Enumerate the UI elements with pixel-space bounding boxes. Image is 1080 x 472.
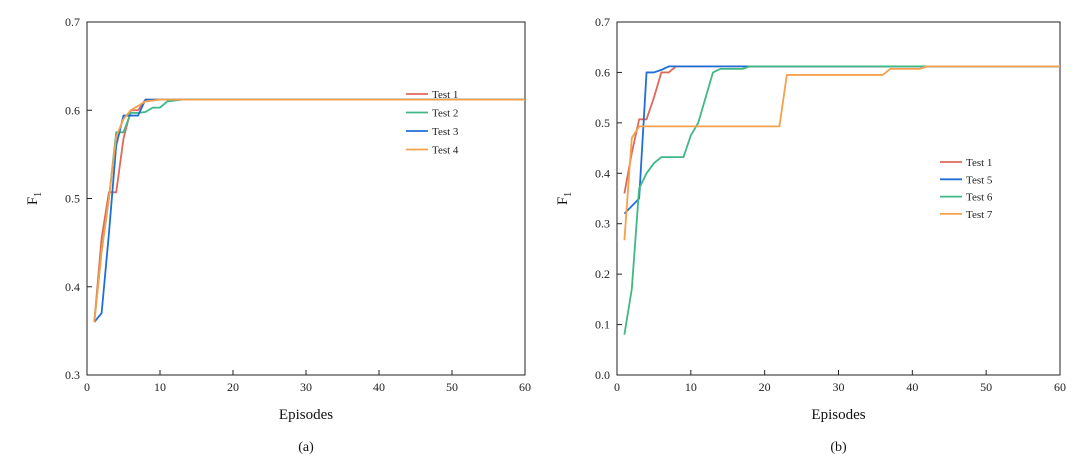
chart-a-y-tick-label: 0.5	[65, 192, 80, 206]
chart-a-y-tick-label: 0.3	[65, 368, 80, 382]
chart-b-y-tick-label: 0.0	[595, 368, 610, 382]
chart-b-legend-label-test-6: Test 6	[966, 192, 993, 204]
chart-b-y-tick-label: 0.4	[595, 166, 610, 180]
chart-b-x-tick-label: 50	[980, 380, 992, 394]
chart-a-panel-label: (a)	[298, 440, 314, 455]
chart-a-y-tick-label: 0.6	[65, 103, 80, 117]
chart-b-y-tick-label: 0.3	[595, 217, 610, 231]
chart-a-series-line-test-1	[93, 98, 525, 323]
chart-b-x-tick-label: 0	[614, 380, 620, 394]
chart-a-legend-label-test-1: Test 1	[432, 89, 458, 101]
chart-b-x-tick-label: 30	[833, 380, 845, 394]
chart-b-series-line-test-1	[623, 65, 1060, 194]
chart-a-x-tick-label: 0	[84, 380, 90, 394]
chart-a-x-tick-label: 40	[373, 380, 385, 394]
chart-b-y-axis-title: F1	[555, 192, 574, 205]
chart-a-y-tick-label: 0.4	[65, 280, 80, 294]
chart-b-y-tick-label: 0.5	[595, 116, 610, 130]
chart-b-legend-label-test-1: Test 1	[966, 157, 992, 169]
chart-b-x-tick-label: 40	[906, 380, 918, 394]
chart-b-y-tick-label: 0.2	[595, 267, 610, 281]
chart-b-x-axis-title: Episodes	[811, 407, 865, 423]
chart-b-legend-label-test-5: Test 5	[966, 174, 993, 186]
chart-b-y-axis-title-main: F	[555, 197, 571, 205]
chart-a-x-tick-label: 20	[227, 380, 239, 394]
chart-b-x-tick-label: 10	[685, 380, 697, 394]
chart-b-y-axis-title-subscript: 1	[563, 192, 574, 197]
chart-a-y-axis-title-subscript: 1	[33, 192, 44, 197]
chart-b-x-tick-label: 60	[1054, 380, 1066, 394]
chart-b-series-line-test-6	[623, 65, 1060, 335]
chart-b-y-tick-label: 0.7	[595, 15, 610, 29]
chart-a-x-tick-label: 60	[519, 380, 531, 394]
chart-a-legend-label-test-4: Test 4	[432, 145, 459, 157]
chart-b-y-tick-label: 0.6	[595, 65, 610, 79]
chart-a-series-line-test-3	[93, 98, 525, 323]
chart-b-y-tick-label: 0.1	[595, 318, 610, 332]
chart-a-legend-label-test-2: Test 2	[432, 108, 458, 120]
chart-a-x-tick-label: 10	[154, 380, 166, 394]
chart-b-legend-label-test-7: Test 7	[966, 209, 993, 221]
chart-a-x-tick-label: 30	[300, 380, 312, 394]
chart-b-x-tick-label: 20	[759, 380, 771, 394]
chart-a-y-tick-label: 0.7	[65, 15, 80, 29]
chart-a-series-line-test-4	[93, 98, 525, 323]
chart-a-plot-frame	[86, 21, 526, 376]
chart-a-legend-label-test-3: Test 3	[432, 126, 459, 138]
chart-b-series-line-test-7	[623, 65, 1060, 241]
chart-a-x-tick-label: 50	[446, 380, 458, 394]
chart-a-y-axis-title-main: F	[25, 197, 41, 205]
chart-b-panel-label: (b)	[830, 440, 847, 455]
chart-a-y-axis-title: F1	[25, 192, 44, 205]
chart-a-x-axis-title: Episodes	[279, 407, 333, 423]
chart-a-series-line-test-2	[93, 98, 525, 323]
